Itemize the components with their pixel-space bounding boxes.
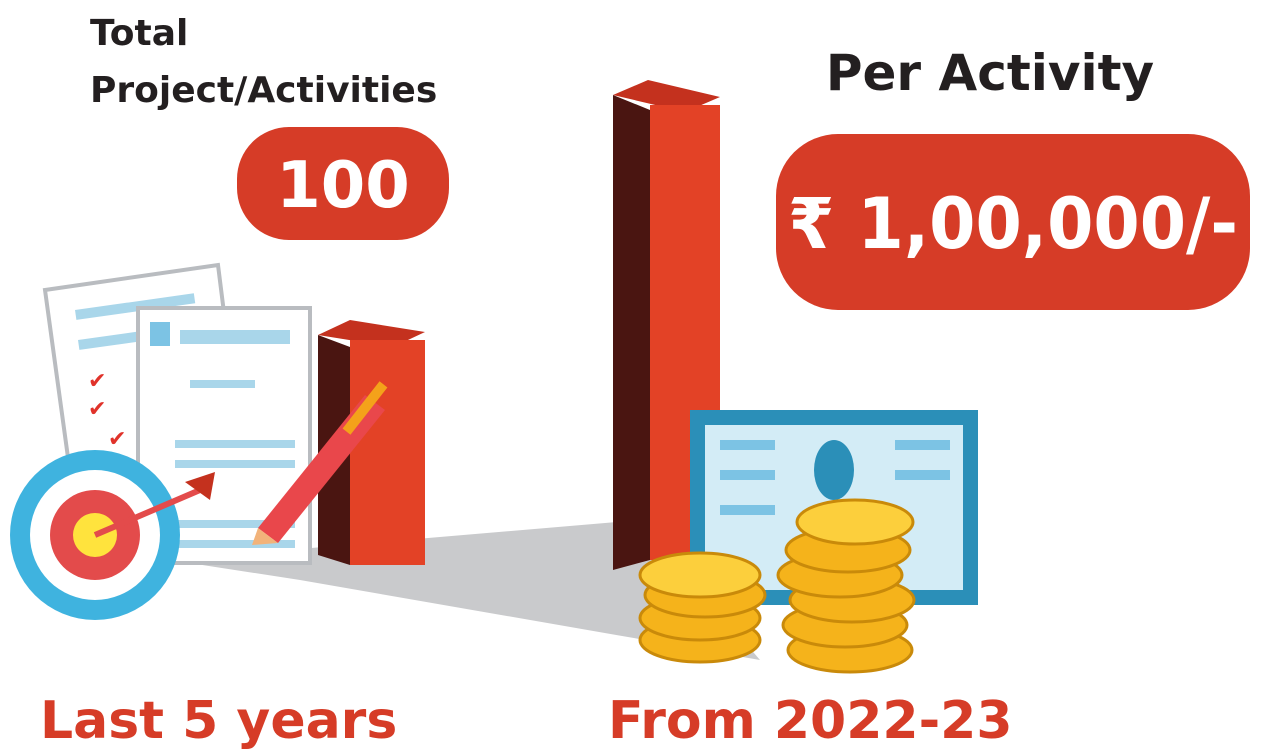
left-value: 100 [276,149,410,223]
coins [638,498,916,674]
left-title-line: Total [90,13,188,54]
left-value-pill [237,127,449,240]
target [10,450,215,620]
right-value: ₹ 1,00,000/- [788,183,1238,265]
left-title-line: Project/Activities [90,70,437,111]
shadow [170,520,760,660]
pen [252,381,388,545]
right-value-pill [776,134,1250,310]
svg-text:✔: ✔ [108,427,126,452]
svg-text:✔: ✔ [88,369,106,394]
right-caption: From 2022-23 [608,691,1013,751]
left-caption: Last 5 years [40,691,397,751]
svg-text:✔: ✔ [88,397,106,422]
right-title: Per Activity [826,44,1154,102]
tall-bar [613,80,720,570]
